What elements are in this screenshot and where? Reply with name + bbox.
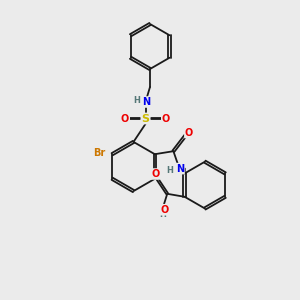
Text: O: O (185, 128, 193, 138)
Text: O: O (121, 113, 129, 124)
Text: N: N (142, 97, 150, 107)
Text: Br: Br (94, 148, 106, 158)
Text: H: H (167, 166, 173, 175)
Text: O: O (160, 205, 168, 215)
Text: H: H (133, 96, 140, 105)
Text: N: N (176, 164, 184, 174)
Text: O: O (162, 113, 170, 124)
Text: O: O (151, 169, 159, 179)
Text: H: H (159, 210, 166, 219)
Text: S: S (142, 113, 149, 124)
